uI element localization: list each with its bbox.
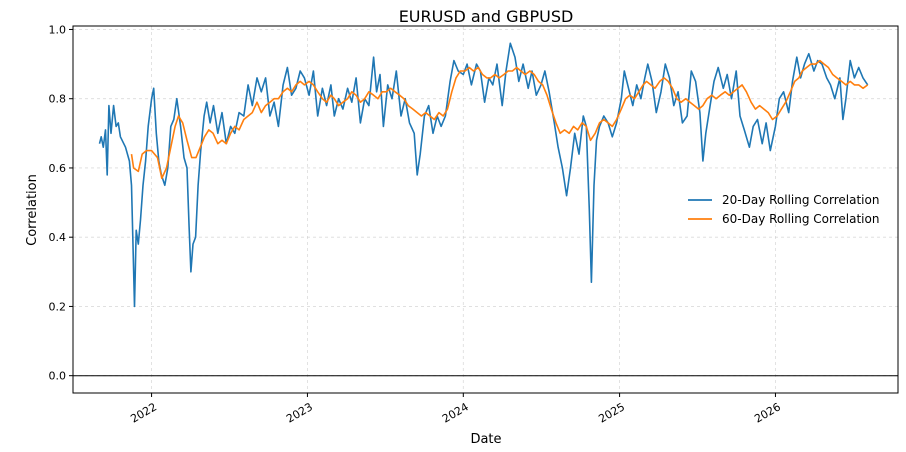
x-tick-label: 2023 <box>284 400 315 425</box>
x-tick-label: 2025 <box>596 400 627 425</box>
x-axis-label: Date <box>470 432 501 447</box>
y-axis: 0.0 0.2 0.4 0.6 0.8 1.0 <box>49 23 73 383</box>
x-tick-label: 2026 <box>752 400 783 425</box>
series-line-2 <box>130 59 869 180</box>
y-tick-label: 0.6 <box>49 162 67 175</box>
legend-label: 20-Day Rolling Correlation <box>722 193 879 207</box>
y-tick-label: 1.0 <box>49 23 67 36</box>
x-axis: 2022 2023 2024 2025 2026 <box>128 393 783 426</box>
chart-title: EURUSD and GBPUSD <box>399 7 574 26</box>
legend-label: 60-Day Rolling Correlation <box>722 212 879 226</box>
series-lines <box>98 42 869 308</box>
legend: 20-Day Rolling Correlation 60-Day Rolling… <box>688 193 879 226</box>
x-tick-label: 2022 <box>128 400 159 425</box>
y-tick-label: 0.0 <box>49 370 67 383</box>
y-tick-label: 0.4 <box>49 231 67 244</box>
x-tick-label: 2024 <box>440 400 471 425</box>
y-tick-label: 0.8 <box>49 93 67 106</box>
series-line-1 <box>98 42 869 308</box>
y-tick-label: 0.2 <box>49 300 67 313</box>
plot-area <box>72 25 899 394</box>
y-axis-label: Correlation <box>25 174 40 246</box>
